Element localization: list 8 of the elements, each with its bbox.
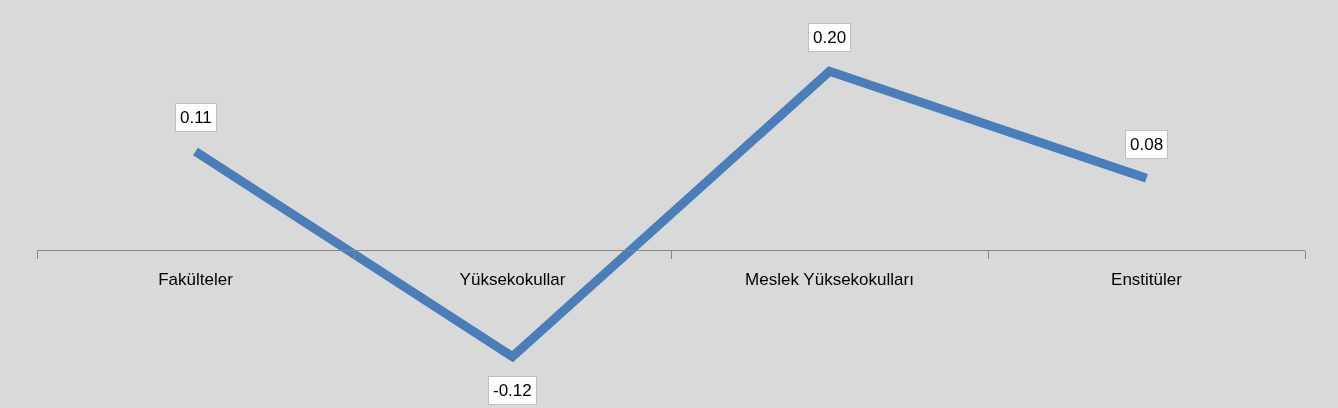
data-label: 0.11	[180, 108, 212, 127]
data-label: 0.20	[813, 28, 847, 47]
data-label: -0.12	[493, 381, 532, 400]
x-tick-label: Meslek Yüksekokulları	[745, 270, 914, 290]
data-label: 0.08	[1130, 135, 1164, 154]
x-tick-label: Fakülteler	[158, 270, 234, 290]
x-tick-label: Yüksekokullar	[459, 270, 566, 290]
x-tick-label: Enstitüler	[1111, 270, 1183, 290]
